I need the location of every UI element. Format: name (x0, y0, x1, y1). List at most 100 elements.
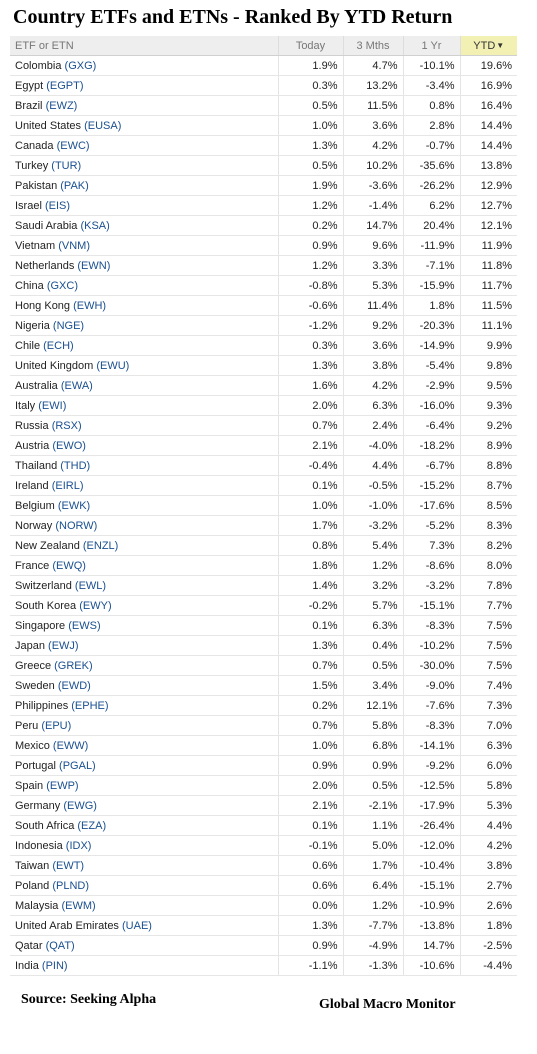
table-row[interactable]: Sweden (EWD) 1.5% 3.4% -9.0% 7.4% (10, 675, 517, 696)
ticker-link[interactable]: (EWC) (56, 139, 90, 152)
ticker-link[interactable]: (EWJ) (48, 639, 79, 652)
table-row[interactable]: Singapore (EWS) 0.1% 6.3% -8.3% 7.5% (10, 615, 517, 636)
ticker-link[interactable]: (UAE) (122, 919, 152, 932)
etf-name-cell: Peru (EPU) (10, 715, 278, 736)
column-header-ytd[interactable]: YTD▼ (459, 36, 517, 56)
table-row[interactable]: United Kingdom (EWU) 1.3% 3.8% -5.4% 9.8% (10, 355, 517, 376)
ticker-link[interactable]: (EWY) (79, 599, 112, 612)
ticker-link[interactable]: (GXG) (64, 59, 97, 72)
table-row[interactable]: Saudi Arabia (KSA) 0.2% 14.7% 20.4% 12.1% (10, 215, 517, 236)
table-row[interactable]: South Africa (EZA) 0.1% 1.1% -26.4% 4.4% (10, 815, 517, 836)
table-row[interactable]: Egypt (EGPT) 0.3% 13.2% -3.4% 16.9% (10, 75, 517, 96)
ticker-link[interactable]: (PLND) (52, 879, 89, 892)
table-row[interactable]: Peru (EPU) 0.7% 5.8% -8.3% 7.0% (10, 715, 517, 736)
table-row[interactable]: Canada (EWC) 1.3% 4.2% -0.7% 14.4% (10, 135, 517, 156)
table-row[interactable]: Netherlands (EWN) 1.2% 3.3% -7.1% 11.8% (10, 255, 517, 276)
ticker-link[interactable]: (EWA) (60, 379, 93, 392)
ticker-link[interactable]: (EPU) (41, 719, 72, 732)
table-row[interactable]: Nigeria (NGE) -1.2% 9.2% -20.3% 11.1% (10, 315, 517, 336)
ticker-link[interactable]: (NGE) (52, 319, 85, 332)
ticker-link[interactable]: (EWQ) (52, 559, 86, 572)
table-row[interactable]: Indonesia (IDX) -0.1% 5.0% -12.0% 4.2% (10, 835, 517, 856)
etf-name-cell: South Korea (EWY) (10, 595, 278, 616)
table-row[interactable]: Colombia (GXG) 1.9% 4.7% -10.1% 19.6% (10, 55, 517, 76)
table-row[interactable]: Israel (EIS) 1.2% -1.4% 6.2% 12.7% (10, 195, 517, 216)
table-row[interactable]: Austria (EWO) 2.1% -4.0% -18.2% 8.9% (10, 435, 517, 456)
ticker-link[interactable]: (EWI) (38, 399, 67, 412)
table-row[interactable]: Germany (EWG) 2.1% -2.1% -17.9% 5.3% (10, 795, 517, 816)
table-row[interactable]: Qatar (QAT) 0.9% -4.9% 14.7% -2.5% (10, 935, 517, 956)
table-row[interactable]: Italy (EWI) 2.0% 6.3% -16.0% 9.3% (10, 395, 517, 416)
table-row[interactable]: Belgium (EWK) 1.0% -1.0% -17.6% 8.5% (10, 495, 517, 516)
table-row[interactable]: Poland (PLND) 0.6% 6.4% -15.1% 2.7% (10, 875, 517, 896)
table-row[interactable]: Russia (RSX) 0.7% 2.4% -6.4% 9.2% (10, 415, 517, 436)
ticker-link[interactable]: (EWO) (52, 439, 86, 452)
table-row[interactable]: Japan (EWJ) 1.3% 0.4% -10.2% 7.5% (10, 635, 517, 656)
ticker-link[interactable]: (ECH) (43, 339, 74, 352)
ticker-link[interactable]: (TUR) (51, 159, 82, 172)
table-row[interactable]: Malaysia (EWM) 0.0% 1.2% -10.9% 2.6% (10, 895, 517, 916)
table-row[interactable]: South Korea (EWY) -0.2% 5.7% -15.1% 7.7% (10, 595, 517, 616)
ticker-link[interactable]: (EIRL) (51, 479, 84, 492)
ticker-link[interactable]: (EIS) (44, 199, 71, 212)
ticker-link[interactable]: (EWD) (57, 679, 91, 692)
table-row[interactable]: Thailand (THD) -0.4% 4.4% -6.7% 8.8% (10, 455, 517, 476)
country-name: Belgium (15, 499, 55, 512)
ticker-link[interactable]: (EWP) (46, 779, 79, 792)
table-row[interactable]: United Arab Emirates (UAE) 1.3% -7.7% -13.8… (10, 915, 517, 936)
ticker-link[interactable]: (EGPT) (46, 79, 84, 92)
ticker-link[interactable]: (EWN) (77, 259, 111, 272)
ticker-link[interactable]: (EWT) (52, 859, 85, 872)
table-row[interactable]: Brazil (EWZ) 0.5% 11.5% 0.8% 16.4% (10, 95, 517, 116)
table-row[interactable]: France (EWQ) 1.8% 1.2% -8.6% 8.0% (10, 555, 517, 576)
ticker-link[interactable]: (EWW) (52, 739, 89, 752)
ticker-link[interactable]: (KSA) (80, 219, 110, 232)
ticker-link[interactable]: (RSX) (51, 419, 82, 432)
ticker-link[interactable]: (EZA) (77, 819, 107, 832)
ticker-link[interactable]: (EWM) (61, 899, 96, 912)
table-row[interactable]: United States (EUSA) 1.0% 3.6% 2.8% 14.4% (10, 115, 517, 136)
table-row[interactable]: Norway (NORW) 1.7% -3.2% -5.2% 8.3% (10, 515, 517, 536)
table-row[interactable]: Pakistan (PAK) 1.9% -3.6% -26.2% 12.9% (10, 175, 517, 196)
table-row[interactable]: Hong Kong (EWH) -0.6% 11.4% 1.8% 11.5% (10, 295, 517, 316)
table-row[interactable]: Portugal (PGAL) 0.9% 0.9% -9.2% 6.0% (10, 755, 517, 776)
table-row[interactable]: Switzerland (EWL) 1.4% 3.2% -3.2% 7.8% (10, 575, 517, 596)
ticker-link[interactable]: (PGAL) (59, 759, 96, 772)
ticker-link[interactable]: (EWK) (57, 499, 91, 512)
table-row[interactable]: Australia (EWA) 1.6% 4.2% -2.9% 9.5% (10, 375, 517, 396)
table-row[interactable]: Spain (EWP) 2.0% 0.5% -12.5% 5.8% (10, 775, 517, 796)
table-row[interactable]: Greece (GREK) 0.7% 0.5% -30.0% 7.5% (10, 655, 517, 676)
ticker-link[interactable]: (GXC) (46, 279, 78, 292)
table-row[interactable]: New Zealand (ENZL) 0.8% 5.4% 7.3% 8.2% (10, 535, 517, 556)
table-row[interactable]: Philippines (EPHE) 0.2% 12.1% -7.6% 7.3% (10, 695, 517, 716)
table-row[interactable]: Ireland (EIRL) 0.1% -0.5% -15.2% 8.7% (10, 475, 517, 496)
ticker-link[interactable]: (VNM) (58, 239, 90, 252)
table-row[interactable]: Taiwan (EWT) 0.6% 1.7% -10.4% 3.8% (10, 855, 517, 876)
ticker-link[interactable]: (EWU) (96, 359, 130, 372)
column-header-3mths[interactable]: 3 Mths (342, 36, 403, 56)
ticker-link[interactable]: (EPHE) (71, 699, 109, 712)
ticker-link[interactable]: (EUSA) (84, 119, 122, 132)
ticker-link[interactable]: (IDX) (65, 839, 92, 852)
ticker-link[interactable]: (PAK) (60, 179, 89, 192)
table-row[interactable]: Chile (ECH) 0.3% 3.6% -14.9% 9.9% (10, 335, 517, 356)
ticker-link[interactable]: (ENZL) (82, 539, 119, 552)
ticker-link[interactable]: (NORW) (55, 519, 98, 532)
ticker-link[interactable]: (EWL) (74, 579, 107, 592)
column-header-today[interactable]: Today (277, 36, 343, 56)
ticker-link[interactable]: (THD) (60, 459, 91, 472)
column-header-name[interactable]: ETF or ETN (10, 36, 278, 56)
ticker-link[interactable]: (EWZ) (45, 99, 78, 112)
ticker-link[interactable]: (GREK) (54, 659, 93, 672)
table-row[interactable]: India (PIN) -1.1% -1.3% -10.6% -4.4% (10, 955, 517, 976)
ticker-link[interactable]: (PIN) (41, 959, 68, 972)
ticker-link[interactable]: (QAT) (45, 939, 75, 952)
column-header-1yr[interactable]: 1 Yr (402, 36, 460, 56)
table-row[interactable]: Mexico (EWW) 1.0% 6.8% -14.1% 6.3% (10, 735, 517, 756)
ticker-link[interactable]: (EWS) (68, 619, 101, 632)
ticker-link[interactable]: (EWG) (63, 799, 97, 812)
table-row[interactable]: Turkey (TUR) 0.5% 10.2% -35.6% 13.8% (10, 155, 517, 176)
table-row[interactable]: China (GXC) -0.8% 5.3% -15.9% 11.7% (10, 275, 517, 296)
ticker-link[interactable]: (EWH) (73, 299, 107, 312)
table-row[interactable]: Vietnam (VNM) 0.9% 9.6% -11.9% 11.9% (10, 235, 517, 256)
